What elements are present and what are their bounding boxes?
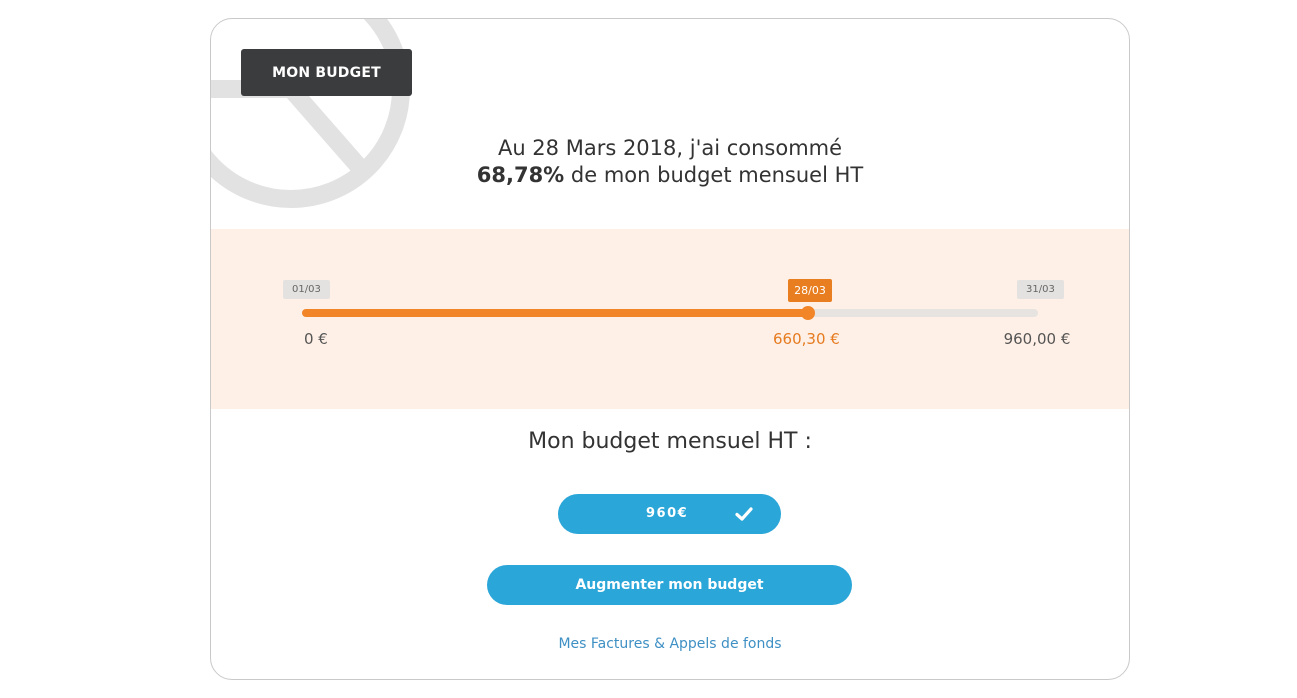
start-amount: 0 € xyxy=(304,330,328,348)
consumed-percent: 68,78% xyxy=(476,163,565,187)
invoices-link[interactable]: Mes Factures & Appels de fonds xyxy=(558,636,782,652)
progress-band: 01/03 28/03 31/03 0 € 660,30 € 960,00 € xyxy=(211,229,1129,409)
budget-value-button[interactable]: 960€ xyxy=(558,494,781,534)
current-amount: 660,30 € xyxy=(773,330,840,348)
end-date-tag: 31/03 xyxy=(1017,280,1064,299)
budget-progress-fill xyxy=(302,309,809,317)
summary-line-2: 68,78% de mon budget mensuel HT xyxy=(211,162,1129,189)
summary-line-1: Au 28 Mars 2018, j'ai consommé xyxy=(497,136,843,160)
budget-value: 960€ xyxy=(646,506,689,521)
current-date-tag: 28/03 xyxy=(788,279,832,302)
budget-progress-track xyxy=(302,306,1038,320)
budget-card: MON BUDGET Au 28 Mars 2018, j'ai consomm… xyxy=(210,18,1130,680)
increase-budget-button[interactable]: Augmenter mon budget xyxy=(487,565,852,605)
budget-label: Mon budget mensuel HT : xyxy=(528,429,812,454)
end-amount: 960,00 € xyxy=(1003,330,1071,348)
budget-progress-knob xyxy=(801,306,816,320)
summary-line-2-text: de mon budget mensuel HT xyxy=(564,163,864,187)
check-icon xyxy=(735,507,753,521)
start-date-tag: 01/03 xyxy=(283,280,330,299)
page-title: MON BUDGET xyxy=(241,49,412,96)
consumption-summary: Au 28 Mars 2018, j'ai consommé 68,78% de… xyxy=(211,135,1129,189)
